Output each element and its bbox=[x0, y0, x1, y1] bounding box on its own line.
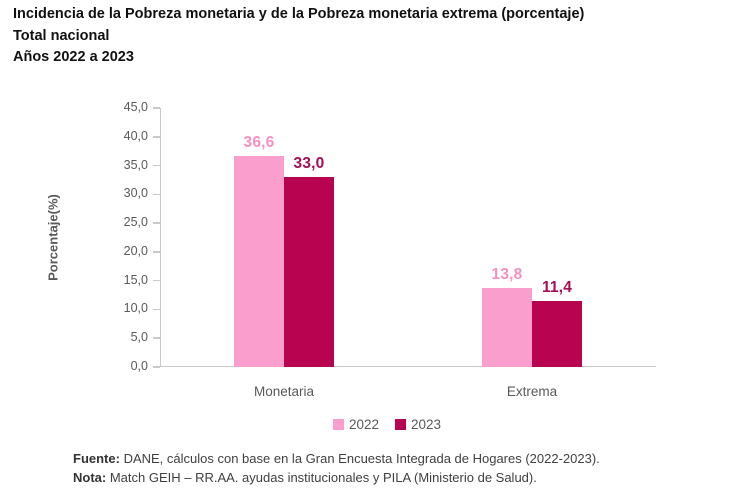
x-category-label: Monetaria bbox=[253, 384, 315, 399]
source-text: DANE, cálculos con base en la Gran Encue… bbox=[119, 451, 600, 466]
legend-label-2022: 2022 bbox=[348, 417, 379, 432]
chart-title: Incidencia de la Pobreza monetaria y de … bbox=[13, 6, 585, 22]
y-tick-label: 45,0 bbox=[123, 100, 148, 114]
note-text: Match GEIH – RR.AA. ayudas institucional… bbox=[106, 470, 537, 485]
note-label: Nota: bbox=[73, 470, 107, 485]
y-tick-mark bbox=[153, 193, 160, 196]
x-category-label: Extrema bbox=[506, 384, 558, 399]
legend-swatch-2022 bbox=[332, 419, 344, 430]
y-tick-mark bbox=[153, 279, 160, 282]
title-block: Incidencia de la Pobreza monetaria y de … bbox=[13, 4, 584, 69]
y-tick-mark bbox=[153, 107, 160, 109]
y-tick-mark bbox=[153, 136, 160, 138]
legend-label-2023: 2023 bbox=[411, 417, 442, 432]
y-tick-label: 15,0 bbox=[123, 272, 148, 287]
bar-extrema-2022 bbox=[482, 287, 532, 367]
y-tick-mark bbox=[153, 308, 160, 311]
footer: Fuente: DANE, cálculos con base en la Gr… bbox=[73, 449, 600, 487]
legend-item-2022: 2022 bbox=[332, 417, 379, 432]
chart-subtitle-years: Años 2022 a 2023 bbox=[13, 49, 134, 65]
chart-legend: 2022 2023 bbox=[14, 417, 746, 432]
y-tick-mark bbox=[153, 337, 160, 339]
data-label-monetaria-2022: 36,6 bbox=[243, 134, 275, 152]
y-tick-label: 35,0 bbox=[123, 157, 148, 172]
y-axis-title: Porcentaje(%) bbox=[45, 194, 61, 281]
y-tick-label: 25,0 bbox=[123, 215, 148, 230]
legend-item-2023: 2023 bbox=[395, 417, 441, 432]
y-tick-label: 0,0 bbox=[130, 359, 148, 373]
y-tick-label: 20,0 bbox=[123, 243, 148, 258]
y-tick-label: 30,0 bbox=[123, 186, 148, 201]
chart-subtitle-coverage: Total nacional bbox=[13, 27, 110, 44]
y-tick-mark bbox=[153, 222, 160, 224]
y-tick-label: 5,0 bbox=[130, 330, 148, 345]
y-tick-mark bbox=[153, 164, 160, 167]
bar-monetaria-2023 bbox=[284, 177, 334, 367]
y-tick-label: 10,0 bbox=[123, 301, 148, 316]
y-tick-label: 40,0 bbox=[123, 128, 148, 143]
data-label-extrema-2022: 13,8 bbox=[491, 265, 523, 283]
bar-monetaria-2022 bbox=[234, 156, 284, 367]
source-line: Fuente: DANE, cálculos con base en la Gr… bbox=[73, 449, 600, 468]
y-tick-mark bbox=[153, 251, 160, 253]
bar-extrema-2023 bbox=[532, 301, 582, 367]
data-label-monetaria-2023: 33,0 bbox=[293, 155, 325, 173]
y-tick-mark bbox=[153, 366, 160, 368]
data-label-extrema-2023: 11,4 bbox=[541, 279, 573, 297]
source-label: Fuente: bbox=[73, 451, 120, 466]
note-line: Nota: Match GEIH – RR.AA. ayudas institu… bbox=[73, 468, 600, 487]
legend-swatch-2023 bbox=[395, 419, 406, 430]
plot-area bbox=[160, 108, 656, 367]
